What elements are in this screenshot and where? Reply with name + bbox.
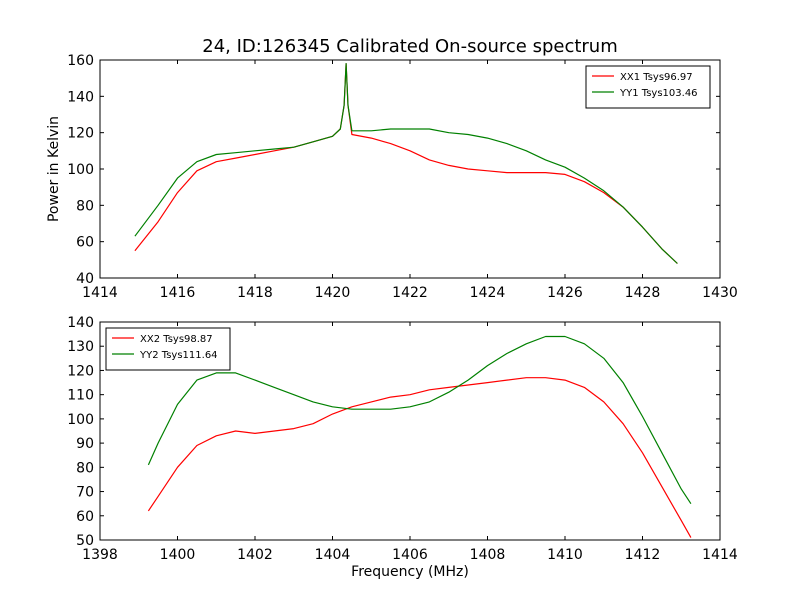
x-tick-label: 1416 bbox=[160, 285, 196, 301]
top-spectrum-panel: 1414 1416 1418 1420 1422 1424 1426 1428 1430 40 60… bbox=[67, 53, 738, 301]
x-tick-label: 1402 bbox=[237, 547, 273, 563]
y-tick-label: 120 bbox=[67, 126, 94, 142]
x-tick-label: 1404 bbox=[315, 547, 351, 563]
series-line-yy bbox=[147, 335, 692, 505]
y-tick-label: 140 bbox=[67, 89, 94, 105]
x-tick-label: 1418 bbox=[237, 285, 273, 301]
x-tick-label: 1398 bbox=[82, 547, 118, 563]
legend: XX1 Tsys96.97 YY1 Tsys103.46 bbox=[585, 65, 711, 109]
y-tick-label: 60 bbox=[76, 509, 94, 525]
x-tick-label: 1420 bbox=[315, 285, 351, 301]
y-tick-label: 120 bbox=[67, 363, 94, 379]
x-tick-label: 1406 bbox=[392, 547, 428, 563]
x-tick-label: 1426 bbox=[547, 285, 583, 301]
x-tick-label: 1430 bbox=[702, 285, 738, 301]
chart-title: 24, ID:126345 Calibrated On-source spect… bbox=[202, 36, 618, 57]
y-tick-label: 40 bbox=[76, 271, 94, 287]
legend-label: XX2 Tsys98.87 bbox=[140, 334, 213, 345]
x-tick-label: 1424 bbox=[470, 285, 506, 301]
legend-box bbox=[105, 327, 231, 371]
series-line-yy bbox=[134, 63, 678, 264]
legend: XX2 Tsys98.87 YY2 Tsys111.64 bbox=[105, 327, 231, 371]
series-line-xx bbox=[134, 63, 678, 264]
x-tick-label: 1410 bbox=[547, 547, 583, 563]
legend-label: YY1 Tsys103.46 bbox=[619, 88, 698, 99]
y-tick-label: 110 bbox=[67, 388, 94, 404]
legend-label: YY2 Tsys111.64 bbox=[139, 350, 218, 361]
x-tick-label: 1400 bbox=[160, 547, 196, 563]
legend-label: XX1 Tsys96.97 bbox=[620, 72, 693, 83]
y-tick-label: 60 bbox=[76, 235, 94, 251]
y-tick-label: 50 bbox=[76, 533, 94, 549]
y-tick-label: 80 bbox=[76, 460, 94, 476]
y-tick-label: 140 bbox=[67, 315, 94, 331]
y-tick-label: 130 bbox=[67, 339, 94, 355]
y-tick-label: 80 bbox=[76, 198, 94, 214]
x-tick-label: 1408 bbox=[470, 547, 506, 563]
legend-box bbox=[585, 65, 711, 109]
y-tick-label: 100 bbox=[67, 162, 94, 178]
y-tick-label: 100 bbox=[67, 412, 94, 428]
x-tick-label: 1412 bbox=[625, 547, 661, 563]
bottom-spectrum-panel: 1398 1400 1402 1404 1406 1408 1410 1412 1414 50 60… bbox=[67, 315, 738, 563]
y-tick-label: 160 bbox=[67, 53, 94, 69]
x-tick-label: 1428 bbox=[625, 285, 661, 301]
x-tick-label: 1414 bbox=[702, 547, 738, 563]
y-tick-label: 70 bbox=[76, 485, 94, 501]
x-tick-label: 1422 bbox=[392, 285, 428, 301]
series-line-xx bbox=[147, 377, 692, 538]
y-tick-label: 90 bbox=[76, 436, 94, 452]
y-axis-label: Power in Kelvin bbox=[46, 116, 62, 222]
x-tick-label: 1414 bbox=[82, 285, 118, 301]
x-axis-label: Frequency (MHz) bbox=[351, 564, 469, 580]
